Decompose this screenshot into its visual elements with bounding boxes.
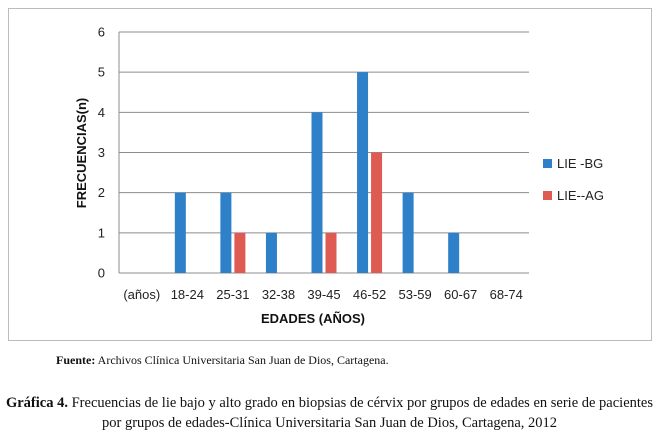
legend-swatch: [543, 159, 552, 168]
source-note: Fuente: Archivos Clínica Universitaria S…: [56, 353, 389, 368]
axes: 0 1 2 3 4 5 6 (años) 18-24 25-31 32-38 39-45 46-52 53…: [98, 25, 523, 303]
y-tick-label: 0: [98, 266, 105, 281]
source-label: Fuente:: [56, 353, 96, 367]
x-axis-title: EDADES (AÑOS): [261, 311, 365, 326]
bar: [174, 192, 186, 273]
x-tick-label: 60-67: [444, 287, 477, 302]
x-tick-label: 53-59: [398, 287, 431, 302]
y-tick-label: 4: [98, 105, 105, 120]
figure-caption: Gráfica 4. Frecuencias de lie bajo y alt…: [0, 393, 659, 433]
bar: [402, 192, 414, 273]
bar: [371, 152, 383, 273]
y-tick-label: 6: [98, 25, 105, 40]
x-tick-label: 46-52: [353, 287, 386, 302]
x-tick-label: 68-74: [490, 287, 523, 302]
x-tick-label: (años): [123, 287, 160, 302]
bar: [265, 232, 277, 273]
legend: LIE -BG LIE--AG: [543, 156, 604, 203]
legend-label: LIE--AG: [557, 188, 604, 203]
y-axis-title: FRECUENCIAS(n): [74, 98, 89, 209]
caption-label: Gráfica 4.: [5, 395, 68, 411]
y-tick-label: 5: [98, 65, 105, 80]
bar: [234, 232, 246, 273]
x-tick-label: 39-45: [307, 287, 340, 302]
bar-chart: 0 1 2 3 4 5 6 (años) 18-24 25-31 32-38 39-45 46-52 53…: [74, 25, 604, 327]
bar: [448, 232, 460, 273]
legend-swatch: [543, 191, 552, 200]
y-tick-label: 1: [98, 225, 105, 240]
bars: [174, 72, 460, 273]
caption-text: Frecuencias de lie bajo y alto grado en …: [67, 395, 654, 431]
source-text: Archivos Clínica Universitaria San Juan …: [95, 353, 389, 367]
legend-label: LIE -BG: [557, 156, 603, 171]
bar: [220, 192, 232, 273]
x-tick-label: 25-31: [216, 287, 249, 302]
bar: [311, 112, 323, 273]
gridlines: [119, 31, 529, 274]
chart-frame: 0 1 2 3 4 5 6 (años) 18-24 25-31 32-38 39-45 46-52 53…: [8, 8, 652, 341]
x-tick-label: 32-38: [262, 287, 295, 302]
x-tick-label: 18-24: [171, 287, 204, 302]
bar: [357, 72, 369, 273]
y-tick-label: 3: [98, 145, 105, 160]
bar: [325, 232, 337, 273]
y-tick-label: 2: [98, 185, 105, 200]
